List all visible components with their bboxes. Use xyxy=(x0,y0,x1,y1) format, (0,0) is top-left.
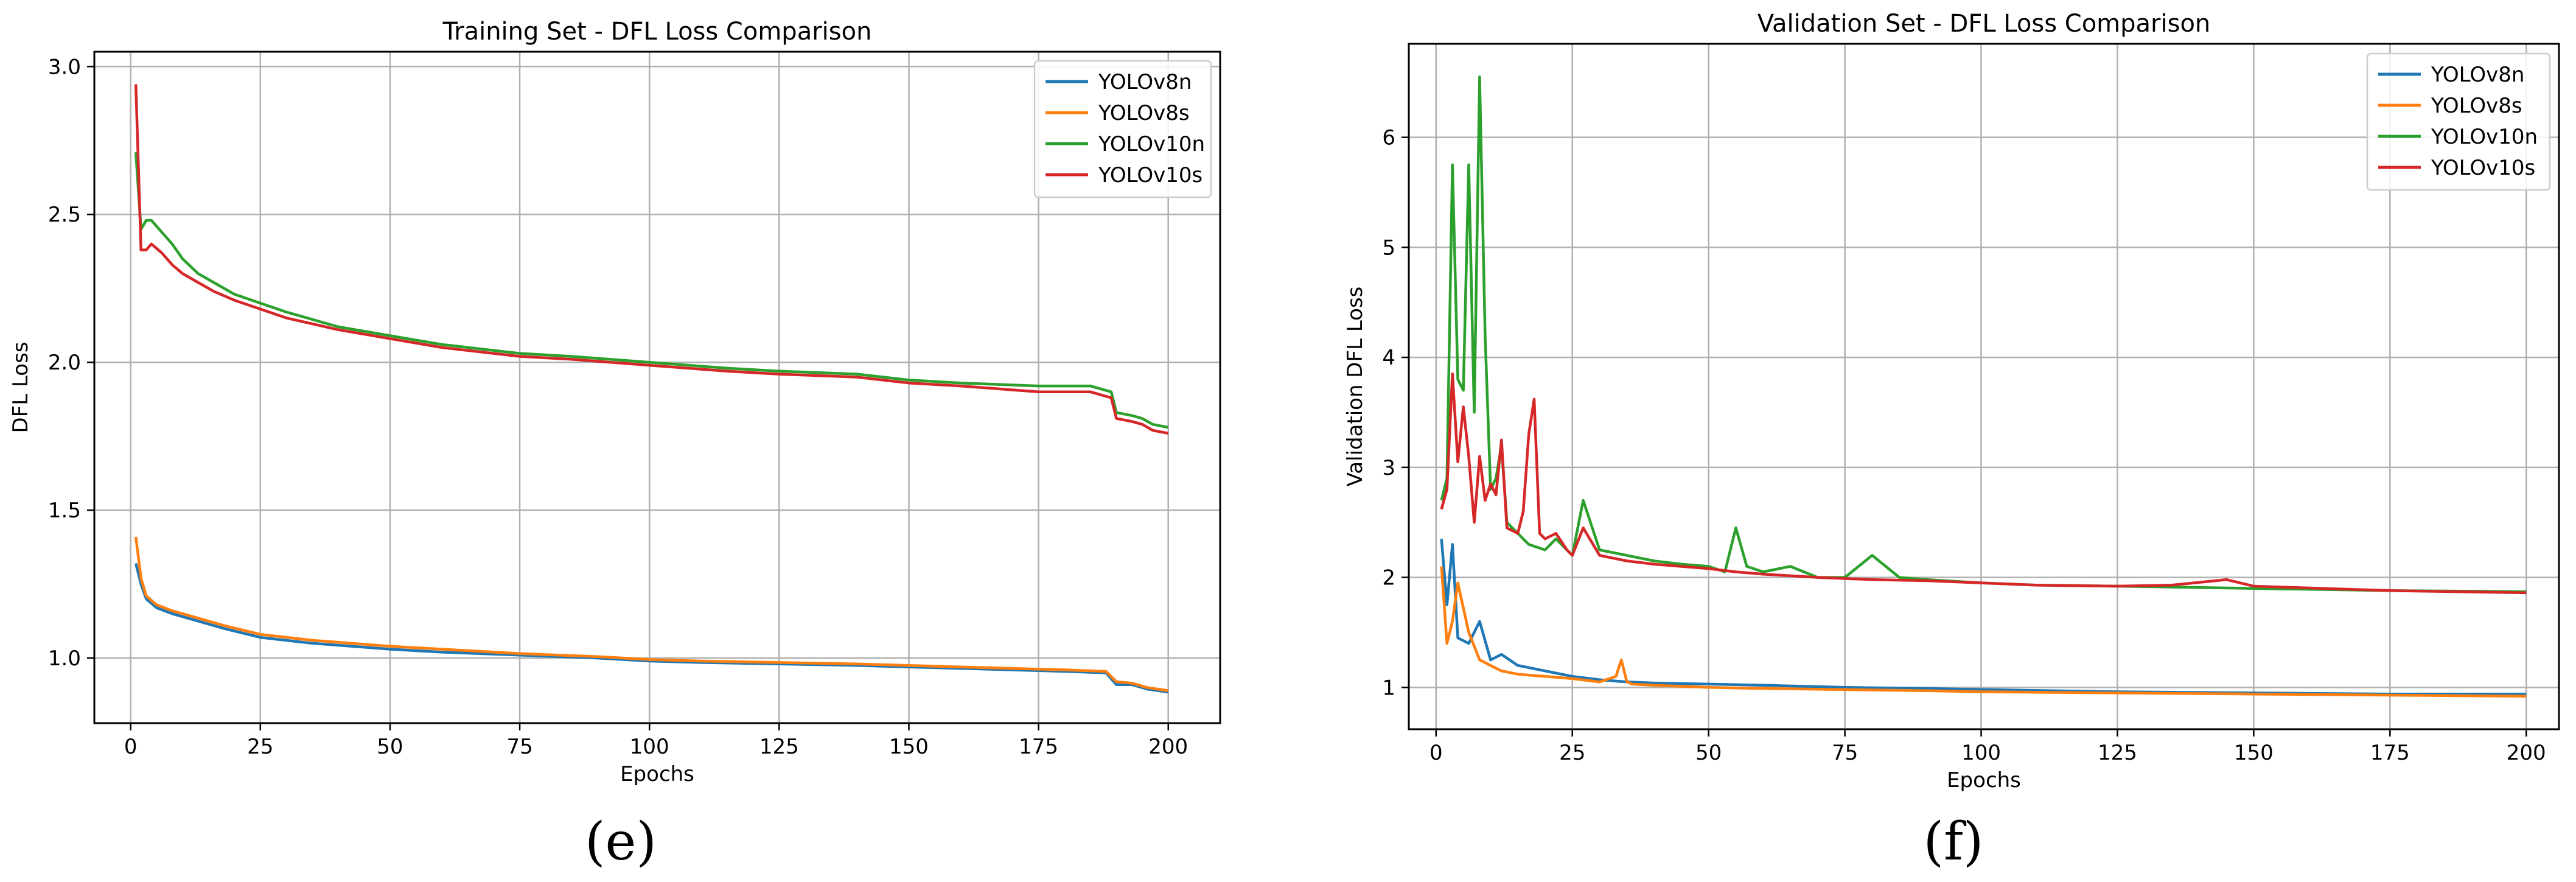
x-axis-label: Epochs xyxy=(620,762,694,786)
chart-title: Validation Set - DFL Loss Comparison xyxy=(1757,10,2211,38)
y-tick-label: 1.5 xyxy=(48,499,81,523)
y-tick-label: 4 xyxy=(1382,346,1395,370)
legend-box xyxy=(2366,52,2551,191)
series-line-yolov8s xyxy=(1440,566,2527,698)
y-tick-label: 2 xyxy=(1382,566,1395,590)
legend-entry: YOLOv8n xyxy=(2431,63,2524,87)
legend-entry: YOLOv8s xyxy=(2431,94,2522,118)
series-line-yolov10s xyxy=(134,84,1169,435)
x-tick-label: 125 xyxy=(2098,741,2137,765)
legend-entry: YOLOv8s xyxy=(1098,101,1190,125)
x-tick-label: 200 xyxy=(2507,741,2546,765)
series-line-yolov8n xyxy=(134,563,1169,694)
y-tick-label: 3.0 xyxy=(48,55,81,79)
legend-entry: YOLOv8n xyxy=(1098,70,1192,94)
series-line-yolov8n xyxy=(1440,539,2527,696)
legend: YOLOv8n YOLOv8s YOLOv10n YOLOv10s xyxy=(2366,52,2551,191)
y-tick-label: 1 xyxy=(1382,676,1395,700)
x-tick-label: 0 xyxy=(124,735,138,759)
legend-entry: YOLOv10n xyxy=(2431,125,2538,149)
x-tick-label: 175 xyxy=(2370,741,2410,765)
series-line-yolov10n xyxy=(1440,75,2527,593)
panel-caption: (e) xyxy=(585,811,657,872)
x-tick-label: 75 xyxy=(506,735,532,759)
training-chart: 0 25 50 75 100 125 150 175 200 1.0 1.5 2.0 2.5 3.0 Tra… xyxy=(9,18,1221,872)
x-tick-label: 150 xyxy=(2234,741,2274,765)
legend-entry: YOLOv10s xyxy=(2431,156,2535,180)
x-tick-label: 175 xyxy=(1019,735,1058,759)
x-tick-label: 125 xyxy=(759,735,799,759)
legend-entry: YOLOv10n xyxy=(1098,132,1205,156)
series-line-yolov10s xyxy=(1440,372,2527,595)
x-tick-label: 50 xyxy=(377,735,403,759)
y-tick-label: 3 xyxy=(1382,456,1395,480)
x-tick-label: 100 xyxy=(630,735,669,759)
y-tick-label: 2.5 xyxy=(48,203,81,227)
x-tick-label: 50 xyxy=(1695,741,1722,765)
plot-frame xyxy=(93,51,1221,724)
x-tick-label: 25 xyxy=(1559,741,1585,765)
y-axis-label: Validation DFL Loss xyxy=(1343,287,1367,487)
x-tick-label: 0 xyxy=(1429,741,1443,765)
legend: YOLOv8n YOLOv8s YOLOv10n YOLOv10s xyxy=(1033,60,1212,198)
x-tick-label: 200 xyxy=(1148,735,1188,759)
chart-title: Training Set - DFL Loss Comparison xyxy=(442,18,872,46)
legend-entry: YOLOv10s xyxy=(1098,163,1202,187)
y-tick-label: 6 xyxy=(1382,126,1395,150)
x-tick-label: 150 xyxy=(889,735,929,759)
y-tick-label: 5 xyxy=(1382,236,1395,260)
series-line-yolov10n xyxy=(134,152,1169,429)
x-tick-label: 100 xyxy=(1961,741,2001,765)
y-axis-label: DFL Loss xyxy=(9,341,33,433)
validation-chart: 0 25 50 75 100 125 150 175 200 1 2 3 4 5 6 Validation S… xyxy=(1343,10,2560,872)
plot-frame xyxy=(1408,43,2560,730)
x-axis-label: Epochs xyxy=(1947,768,2021,793)
y-tick-label: 1.0 xyxy=(48,646,81,671)
legend-box xyxy=(1033,60,1212,198)
panel-caption: (f) xyxy=(1924,811,1984,872)
y-tick-label: 2.0 xyxy=(48,351,81,375)
series-line-yolov8s xyxy=(134,536,1169,692)
x-tick-label: 25 xyxy=(247,735,273,759)
x-tick-label: 75 xyxy=(1832,741,1858,765)
